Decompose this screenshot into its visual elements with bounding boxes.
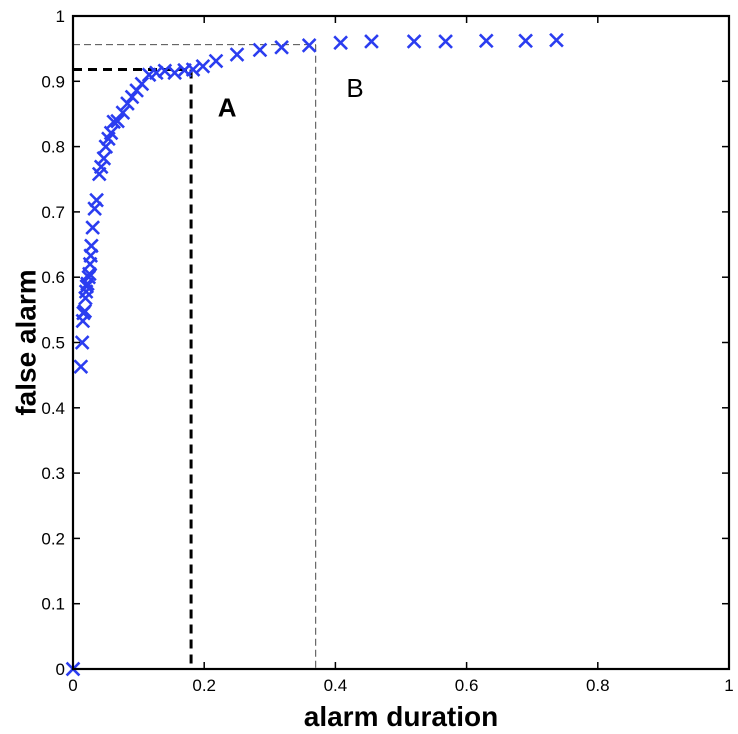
data-point-marker: [364, 34, 379, 49]
data-point-marker: [185, 62, 201, 77]
marker-stroke: [87, 201, 102, 216]
data-point-marker: [252, 42, 268, 58]
data-point-marker: [89, 192, 104, 208]
data-point-marker: [98, 139, 114, 154]
data-point-marker: [438, 34, 453, 49]
y-tick-label: 0.3: [41, 464, 65, 483]
y-tick-label: 1: [56, 7, 65, 26]
marker-stroke: [84, 238, 99, 254]
data-point-marker: [141, 67, 157, 83]
marker-stroke: [333, 35, 348, 51]
marker-stroke: [518, 33, 533, 49]
marker-stroke: [110, 113, 125, 129]
data-point-marker: [301, 38, 317, 53]
y-tick-label: 0: [56, 660, 65, 679]
plot-frame: [71, 14, 731, 671]
data-point-marker: [333, 35, 348, 51]
x-axis-ticks: 0 0.2 0.4 0.6 0.8 1: [68, 16, 734, 695]
x-tick-label: 0: [68, 676, 77, 695]
marker-stroke: [82, 266, 97, 282]
marker-stroke: [478, 33, 494, 49]
marker-stroke: [148, 65, 164, 81]
annotation-b: B: [346, 73, 363, 103]
marker-stroke: [274, 40, 289, 55]
data-points: [65, 32, 564, 677]
marker-stroke: [81, 269, 97, 285]
data-point-marker: [406, 34, 422, 49]
marker-stroke: [301, 38, 317, 53]
marker-stroke: [74, 335, 90, 350]
marker-stroke: [208, 53, 224, 69]
data-point-marker: [518, 33, 533, 49]
data-point-marker: [103, 125, 119, 141]
data-point-marker: [208, 53, 224, 69]
x-axis-title: alarm duration: [304, 701, 498, 732]
marker-stroke: [85, 220, 101, 235]
y-axis-ticks: 0 0.1 0.2 0.3 0.4 0.5 0.6 0.7 0.8 0.9 1: [41, 7, 729, 679]
annotations: AB: [218, 73, 364, 123]
marker-stroke: [103, 125, 119, 141]
data-point-marker: [195, 58, 211, 74]
marker-stroke: [124, 89, 140, 105]
marker-stroke: [134, 76, 150, 92]
marker-stroke: [98, 139, 114, 154]
x-tick-label: 0.2: [192, 676, 216, 695]
marker-stroke: [141, 67, 157, 83]
x-tick-label: 1: [724, 676, 733, 695]
y-tick-label: 0.4: [41, 399, 65, 418]
marker-stroke: [93, 159, 109, 175]
y-tick-label: 0.8: [41, 138, 65, 157]
annotation-a: A: [218, 92, 237, 122]
y-tick-label: 0.6: [41, 268, 65, 287]
data-point-marker: [229, 47, 245, 62]
marker-stroke: [73, 359, 89, 374]
marker-stroke: [195, 58, 211, 74]
marker-stroke: [167, 65, 183, 81]
y-tick-label: 0.1: [41, 595, 65, 614]
marker-stroke: [438, 34, 453, 49]
data-point-marker: [74, 335, 90, 350]
y-axis-title: false alarm: [10, 269, 41, 415]
y-tick-label: 0.9: [41, 72, 65, 91]
marker-stroke: [96, 151, 112, 166]
data-point-marker: [110, 113, 125, 129]
marker-stroke: [83, 248, 99, 263]
marker-stroke: [252, 42, 268, 58]
x-tick-label: 0.6: [455, 676, 479, 695]
marker-stroke: [185, 62, 201, 77]
x-tick-label: 0.4: [324, 676, 348, 695]
marker-stroke: [406, 34, 422, 49]
data-point-marker: [549, 32, 564, 48]
x-tick-label: 0.8: [586, 676, 610, 695]
marker-stroke: [549, 32, 564, 48]
data-point-marker: [134, 76, 150, 92]
data-point-marker: [85, 220, 101, 235]
data-point-marker: [84, 238, 99, 254]
data-point-marker: [115, 105, 131, 120]
y-tick-label: 0.2: [41, 529, 65, 548]
marker-stroke: [115, 105, 131, 120]
marker-stroke: [79, 279, 95, 294]
data-point-marker: [120, 96, 135, 111]
data-point-marker: [478, 33, 494, 49]
data-point-marker: [124, 89, 140, 105]
marker-stroke: [364, 34, 379, 49]
marker-stroke: [120, 96, 135, 111]
data-point-marker: [96, 151, 112, 166]
data-point-marker: [73, 359, 89, 374]
marker-stroke: [77, 303, 93, 319]
data-point-marker: [274, 40, 289, 55]
marker-stroke: [177, 62, 192, 78]
y-tick-label: 0.5: [41, 334, 65, 353]
marker-stroke: [89, 192, 104, 208]
data-point-marker: [81, 269, 97, 285]
data-point-marker: [77, 303, 93, 319]
marker-stroke: [229, 47, 245, 62]
y-tick-label: 0.7: [41, 203, 65, 222]
